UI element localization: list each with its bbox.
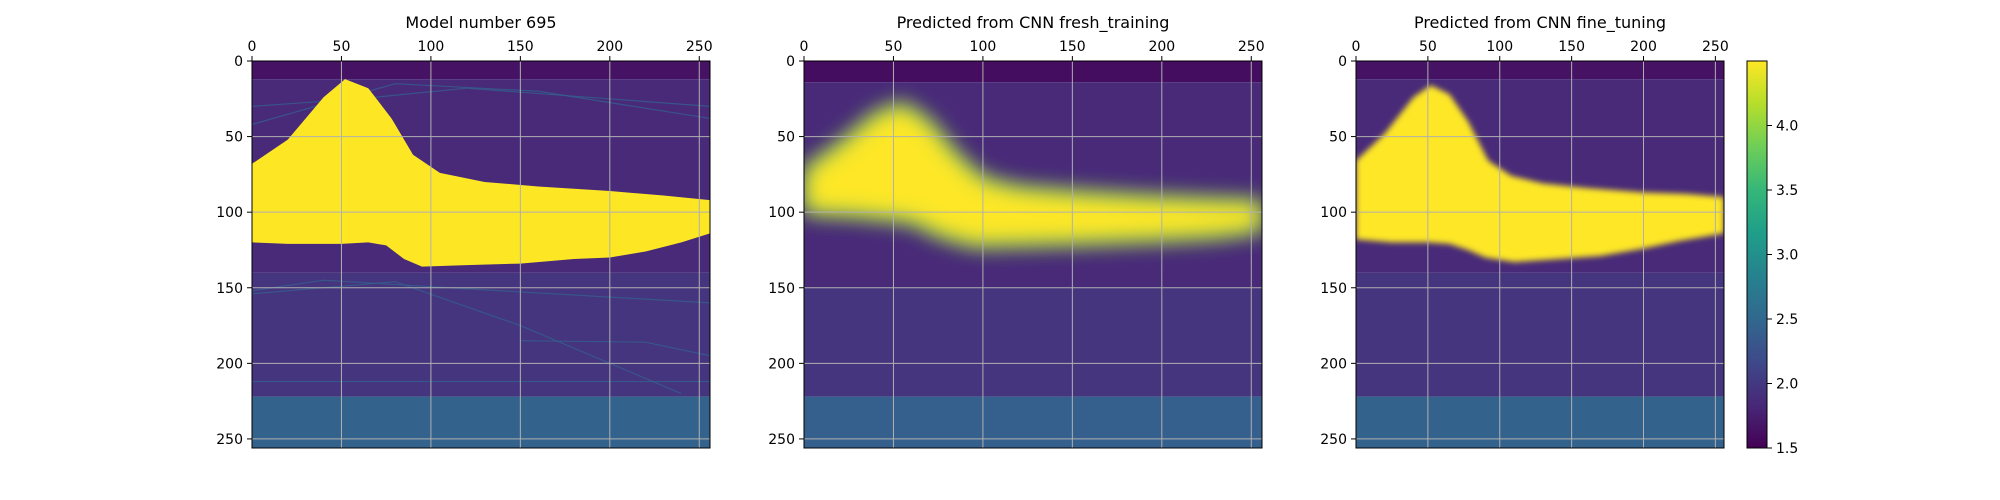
- y-tick-label: 250: [1320, 432, 1347, 448]
- axes-frame: [803, 60, 1263, 449]
- salt-body: [1356, 85, 1724, 263]
- x-tick-label: 0: [248, 39, 257, 55]
- panel-2: 0 50 100 150 200 250 0 50 100 150 200 250 Predicted …: [768, 13, 1265, 449]
- colorbar-gradient: [1747, 61, 1767, 448]
- x-tick-label: 100: [1486, 39, 1513, 55]
- background-layer: [1356, 272, 1724, 397]
- colorbar-tick-label: 2.5: [1776, 312, 1798, 328]
- x-tick-label: 50: [333, 39, 351, 55]
- y-tick-label: 250: [216, 432, 243, 448]
- background-layer: [252, 61, 710, 80]
- y-tick-label: 150: [768, 281, 795, 297]
- background-layer: [252, 396, 710, 448]
- y-tick-label: 100: [216, 205, 243, 221]
- y-tick-label: 250: [768, 432, 795, 448]
- panel-title: Model number 695: [405, 13, 556, 32]
- y-tick-label: 0: [786, 54, 795, 70]
- y-tick-label: 150: [216, 281, 243, 297]
- panel-1: 0 50 100 150 200 250 0 50 100 150 200 250 Model numb…: [216, 13, 713, 449]
- x-tick-label: 200: [1630, 39, 1657, 55]
- y-tick-label: 50: [225, 130, 243, 146]
- x-tick-label: 150: [1059, 39, 1086, 55]
- panel-3: 0 50 100 150 200 250 0 50 100 150 200 250 Predicted …: [1320, 13, 1729, 449]
- x-tick-label: 0: [800, 39, 809, 55]
- panel-title: Predicted from CNN fresh_training: [897, 13, 1170, 33]
- x-tick-label: 250: [1238, 39, 1265, 55]
- x-tick-label: 50: [885, 39, 903, 55]
- x-tick-label: 100: [418, 39, 445, 55]
- salt-body: [804, 103, 1262, 246]
- colorbar-tick-label: 3.0: [1776, 248, 1798, 264]
- colorbar-tick-label: 1.5: [1776, 441, 1798, 457]
- colorbar: 1.5 2.0 2.5 3.0 3.5 4.0: [1746, 60, 1798, 457]
- background-layer: [804, 287, 1262, 397]
- background-layer: [252, 272, 710, 397]
- heatmap-image: [252, 61, 710, 448]
- x-tick-label: 0: [1352, 39, 1361, 55]
- y-tick-label: 0: [234, 54, 243, 70]
- y-tick-label: 100: [768, 205, 795, 221]
- x-tick-label: 200: [596, 39, 623, 55]
- axes-frame: [1355, 60, 1725, 449]
- colorbar-tick-label: 3.5: [1776, 183, 1798, 199]
- colorbar-tick-label: 2.0: [1776, 377, 1798, 393]
- reflector-line: [252, 279, 710, 304]
- background-layer: [804, 396, 1262, 448]
- reflector-line: [252, 87, 710, 107]
- heatmap-image: [804, 61, 1262, 448]
- x-tick-label: 250: [1702, 39, 1729, 55]
- y-tick-label: 50: [777, 130, 795, 146]
- panel-title: Predicted from CNN fine_tuning: [1414, 13, 1666, 33]
- background-layer: [804, 61, 1262, 83]
- y-tick-label: 0: [1338, 54, 1347, 70]
- y-tick-label: 200: [1320, 356, 1347, 372]
- y-tick-label: 150: [1320, 281, 1347, 297]
- x-tick-label: 50: [1419, 39, 1437, 55]
- heatmap-image: [1356, 61, 1724, 448]
- x-tick-label: 200: [1148, 39, 1175, 55]
- y-tick-label: 200: [216, 356, 243, 372]
- background-layer: [1356, 396, 1724, 448]
- panels: 0 50 100 150 200 250 0 50 100 150 200 250 Model numb…: [216, 13, 1729, 449]
- background-layer: [1356, 61, 1724, 80]
- reflector-line: [520, 340, 710, 357]
- salt-body: [252, 79, 710, 267]
- y-tick-label: 100: [1320, 205, 1347, 221]
- colorbar-tick-label: 4.0: [1776, 119, 1798, 135]
- x-tick-label: 150: [507, 39, 534, 55]
- x-tick-label: 100: [970, 39, 997, 55]
- x-tick-label: 150: [1558, 39, 1585, 55]
- y-tick-label: 200: [768, 356, 795, 372]
- y-tick-label: 50: [1329, 130, 1347, 146]
- x-tick-label: 250: [686, 39, 713, 55]
- axes-frame: [251, 60, 711, 449]
